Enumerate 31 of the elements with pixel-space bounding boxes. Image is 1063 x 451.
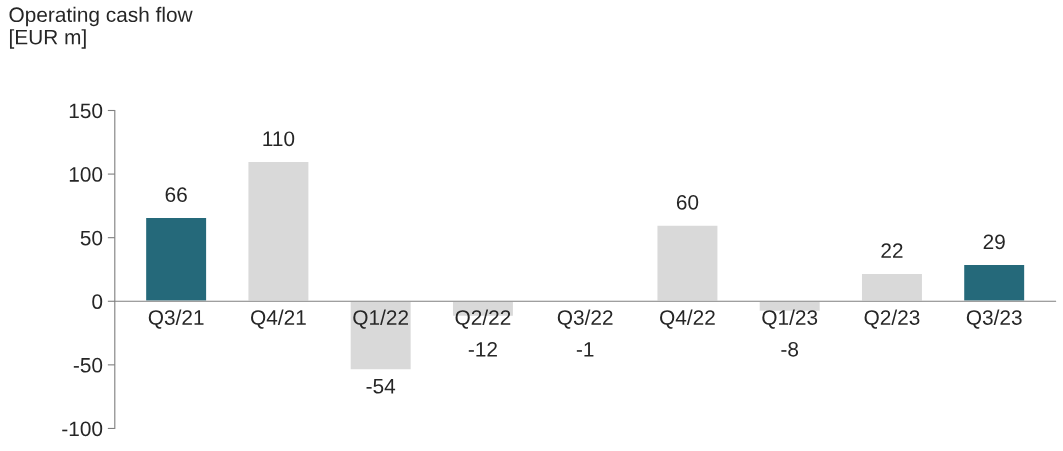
data-label: -8 bbox=[781, 341, 799, 357]
y-tick-label: 150 bbox=[69, 103, 103, 119]
data-label: 66 bbox=[165, 187, 187, 203]
data-label: -12 bbox=[468, 341, 497, 357]
bar bbox=[962, 263, 1026, 302]
x-tick-label: Q1/23 bbox=[762, 309, 818, 329]
x-tick-label: Q3/22 bbox=[557, 309, 613, 329]
y-tick-label: 100 bbox=[69, 167, 103, 182]
y-tick-label: 0 bbox=[92, 294, 103, 310]
x-tick-label: Q4/21 bbox=[251, 309, 306, 329]
chart-title: Operating cash flow [EUR m] bbox=[9, 6, 193, 49]
data-label: 22 bbox=[881, 243, 903, 258]
x-tick-label: Q2/23 bbox=[864, 309, 920, 329]
data-label: -1 bbox=[576, 342, 594, 357]
data-label: 110 bbox=[263, 131, 295, 147]
x-tick-label: Q3/23 bbox=[966, 309, 1022, 329]
y-tick-label: -100 bbox=[62, 421, 103, 437]
x-tick-label: Q2/22 bbox=[455, 309, 511, 329]
data-label: -54 bbox=[366, 379, 396, 394]
bar bbox=[247, 160, 310, 302]
bar bbox=[349, 300, 413, 371]
data-label: 60 bbox=[676, 194, 699, 210]
y-tick-label: -50 bbox=[73, 357, 103, 373]
data-label: 29 bbox=[983, 234, 1005, 250]
y-tick-label: 50 bbox=[80, 230, 103, 246]
x-tick-label: Q3/21 bbox=[148, 309, 204, 329]
bar bbox=[144, 216, 208, 302]
x-tick-label: Q1/22 bbox=[353, 309, 408, 329]
x-tick-label: Q4/22 bbox=[660, 309, 715, 329]
bar bbox=[656, 224, 719, 302]
bar bbox=[860, 272, 924, 302]
